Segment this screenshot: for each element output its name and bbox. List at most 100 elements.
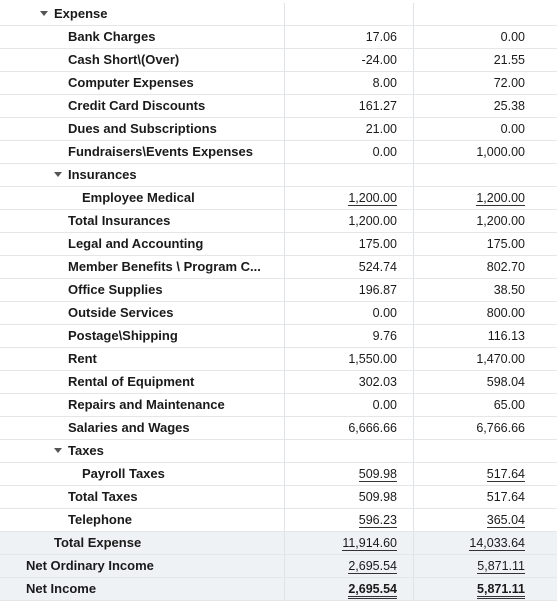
amount-col-1[interactable]: 1,550.00 <box>348 352 397 366</box>
row-label: Bank Charges <box>68 29 156 44</box>
amount-col-2[interactable]: 116.13 <box>487 329 525 343</box>
report-row-computer-expenses[interactable]: Computer Expenses 8.00 72.00 <box>0 72 557 95</box>
column-separator <box>284 440 285 462</box>
collapse-arrow-icon[interactable] <box>54 448 62 453</box>
report-row-postage-shipping[interactable]: Postage\Shipping 9.76 116.13 <box>0 325 557 348</box>
column-separator <box>413 532 414 554</box>
report-row-outside-services[interactable]: Outside Services 0.00 800.00 <box>0 302 557 325</box>
amount-col-2[interactable]: 21.55 <box>493 53 525 67</box>
report-row-total-taxes[interactable]: Total Taxes 509.98 517.64 <box>0 486 557 509</box>
amount-col-2[interactable]: 1,000.00 <box>476 145 525 159</box>
amount-col-2[interactable]: 800.00 <box>486 306 525 320</box>
amount-col-2[interactable]: 1,200.00 <box>476 214 525 228</box>
amount-col-2[interactable]: 1,200.00 <box>413 187 525 209</box>
amount-col-1[interactable]: 509.98 <box>284 463 397 485</box>
report-row-net-income[interactable]: Net Income 2,695.54 5,871.11 <box>0 578 557 601</box>
column-separator <box>284 141 285 163</box>
amount-col-1[interactable]: 161.27 <box>358 99 397 113</box>
report-row-rent[interactable]: Rent 1,550.00 1,470.00 <box>0 348 557 371</box>
amount-col-1[interactable]: 9.76 <box>372 329 397 343</box>
report-row-total-insurances[interactable]: Total Insurances 1,200.00 1,200.00 <box>0 210 557 233</box>
report-row-member-benefits[interactable]: Member Benefits \ Program C... 524.74 80… <box>0 256 557 279</box>
amount-col-2[interactable]: 517.64 <box>413 463 525 485</box>
report-row-taxes[interactable]: Taxes <box>0 440 557 463</box>
column-separator <box>413 49 414 71</box>
amount-col-2[interactable]: 517.64 <box>486 490 525 504</box>
report-row-fundraisers-events[interactable]: Fundraisers\Events Expenses 0.00 1,000.0… <box>0 141 557 164</box>
amount-col-2[interactable]: 72.00 <box>493 76 525 90</box>
amount-col-2[interactable]: 0.00 <box>500 122 525 136</box>
amount-col-1[interactable]: 596.23 <box>284 509 397 531</box>
column-separator <box>284 325 285 347</box>
report-row-dues-and-subscriptions[interactable]: Dues and Subscriptions 21.00 0.00 <box>0 118 557 141</box>
report-row-office-supplies[interactable]: Office Supplies 196.87 38.50 <box>0 279 557 302</box>
amount-col-1[interactable]: 196.87 <box>358 283 397 297</box>
amount-col-2[interactable]: 14,033.64 <box>413 532 525 554</box>
row-label: Employee Medical <box>82 190 195 205</box>
report-row-insurances[interactable]: Insurances <box>0 164 557 187</box>
amount-col-1[interactable]: 1,200.00 <box>284 187 397 209</box>
amount-col-1[interactable]: 6,666.66 <box>348 421 397 435</box>
amount-col-2[interactable]: 598.04 <box>486 375 525 389</box>
amount-col-2[interactable]: 1,470.00 <box>476 352 525 366</box>
amount-col-2[interactable]: 65.00 <box>493 398 525 412</box>
report-row-employee-medical[interactable]: Employee Medical 1,200.00 1,200.00 <box>0 187 557 210</box>
column-separator <box>413 187 414 209</box>
column-separator <box>413 394 414 416</box>
column-separator <box>413 26 414 48</box>
amount-col-1[interactable]: 302.03 <box>358 375 397 389</box>
amount-col-1[interactable]: 524.74 <box>358 260 397 274</box>
amount-col-1[interactable]: 2,695.54 <box>284 578 397 600</box>
report-row-net-ordinary-income[interactable]: Net Ordinary Income 2,695.54 5,871.11 <box>0 555 557 578</box>
amount-col-1[interactable]: 21.00 <box>365 122 397 136</box>
column-separator <box>284 256 285 278</box>
row-label: Insurances <box>68 167 137 182</box>
amount-col-2[interactable]: 0.00 <box>500 30 525 44</box>
column-separator <box>413 72 414 94</box>
amount-col-2[interactable]: 802.70 <box>486 260 525 274</box>
column-separator <box>284 187 285 209</box>
amount-col-1[interactable]: 1,200.00 <box>348 214 397 228</box>
amount-col-2[interactable]: 6,766.66 <box>476 421 525 435</box>
amount-col-1[interactable]: 509.98 <box>358 490 397 504</box>
amount-col-2[interactable]: 38.50 <box>493 283 525 297</box>
column-separator <box>284 371 285 393</box>
amount-value: 509.98 <box>358 467 397 482</box>
column-separator <box>284 210 285 232</box>
row-label: Expense <box>54 6 108 21</box>
amount-col-1[interactable]: 0.00 <box>372 145 397 159</box>
amount-col-1[interactable]: 17.06 <box>365 30 397 44</box>
report-row-total-expense[interactable]: Total Expense 11,914.60 14,033.64 <box>0 532 557 555</box>
report-row-rental-of-equipment[interactable]: Rental of Equipment 302.03 598.04 <box>0 371 557 394</box>
amount-col-1[interactable]: 0.00 <box>372 306 397 320</box>
report-row-credit-card-discounts[interactable]: Credit Card Discounts 161.27 25.38 <box>0 95 557 118</box>
amount-col-2[interactable]: 5,871.11 <box>413 555 525 577</box>
amount-col-2[interactable]: 365.04 <box>413 509 525 531</box>
amount-col-1[interactable]: 175.00 <box>358 237 397 251</box>
report-row-bank-charges[interactable]: Bank Charges 17.06 0.00 <box>0 26 557 49</box>
column-separator <box>413 325 414 347</box>
collapse-arrow-icon[interactable] <box>40 11 48 16</box>
report-row-salaries-and-wages[interactable]: Salaries and Wages 6,666.66 6,766.66 <box>0 417 557 440</box>
amount-col-1[interactable]: -24.00 <box>361 53 397 67</box>
report-row-telephone[interactable]: Telephone 596.23 365.04 <box>0 509 557 532</box>
amount-value: 1,200.00 <box>476 191 525 206</box>
report-row-payroll-taxes[interactable]: Payroll Taxes 509.98 517.64 <box>0 463 557 486</box>
amount-col-2[interactable]: 5,871.11 <box>413 578 525 600</box>
amount-col-2[interactable]: 175.00 <box>486 237 525 251</box>
report-row-legal-and-accounting[interactable]: Legal and Accounting 175.00 175.00 <box>0 233 557 256</box>
amount-col-1[interactable]: 2,695.54 <box>284 555 397 577</box>
column-separator <box>413 256 414 278</box>
report-row-repairs-and-maintenance[interactable]: Repairs and Maintenance 0.00 65.00 <box>0 394 557 417</box>
amount-col-1[interactable]: 8.00 <box>372 76 397 90</box>
row-label: Credit Card Discounts <box>68 98 206 113</box>
row-label: Payroll Taxes <box>82 466 165 481</box>
amount-col-1[interactable]: 11,914.60 <box>284 532 397 554</box>
column-separator <box>284 578 285 600</box>
report-row-expense[interactable]: Expense <box>0 3 557 26</box>
amount-col-1[interactable]: 0.00 <box>372 398 397 412</box>
amount-col-2[interactable]: 25.38 <box>493 99 525 113</box>
report-row-cash-short-over[interactable]: Cash Short\(Over) -24.00 21.55 <box>0 49 557 72</box>
collapse-arrow-icon[interactable] <box>54 172 62 177</box>
